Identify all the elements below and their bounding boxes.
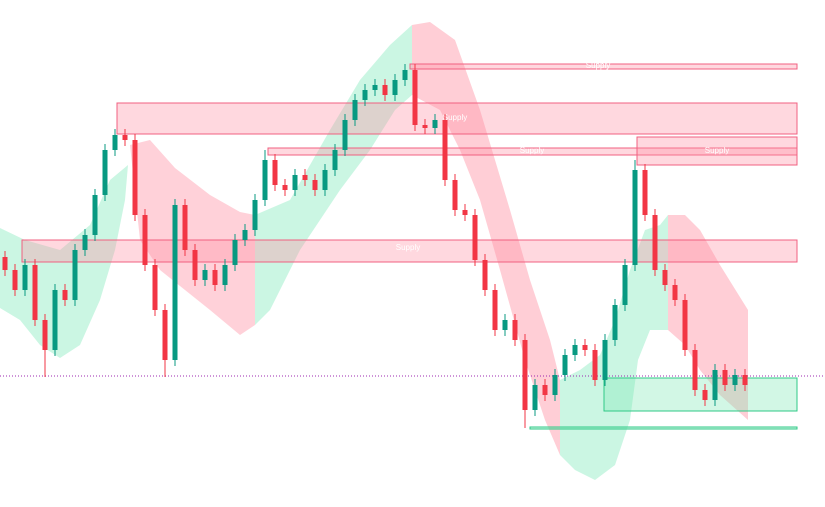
- candle-body: [262, 160, 268, 200]
- candle-body: [722, 370, 728, 385]
- candle-body: [382, 85, 388, 95]
- candle-body: [462, 210, 468, 215]
- candle-body: [602, 340, 608, 380]
- candle-body: [442, 120, 448, 180]
- candle-body: [352, 100, 358, 120]
- candle-body: [42, 320, 48, 350]
- candle-body: [642, 170, 648, 215]
- candle-body: [102, 150, 108, 195]
- candle-body: [652, 215, 658, 270]
- candle-body: [692, 350, 698, 390]
- candle-body: [192, 250, 198, 280]
- candle-body: [472, 215, 478, 260]
- candle-body: [212, 270, 218, 285]
- candle-body: [122, 135, 128, 140]
- candle-body: [202, 270, 208, 280]
- bear-band: [668, 215, 748, 420]
- candle-body: [282, 185, 288, 190]
- candle-body: [542, 385, 548, 395]
- candle-body: [522, 340, 528, 410]
- candle-body: [232, 240, 238, 265]
- candle-body: [302, 175, 308, 180]
- candle-body: [412, 70, 418, 125]
- candle-body: [702, 390, 708, 400]
- candle-body: [222, 265, 228, 285]
- candle-body: [392, 80, 398, 95]
- candle-body: [512, 320, 518, 340]
- candle-body: [612, 305, 618, 340]
- candle-body: [292, 175, 298, 190]
- candle-body: [362, 90, 368, 100]
- candle-body: [252, 200, 258, 230]
- supply-zone: [409, 63, 798, 70]
- zone-label: Supply: [705, 146, 729, 155]
- candle-body: [532, 385, 538, 410]
- candle-body: [132, 140, 138, 215]
- candle-body: [422, 125, 428, 128]
- zone-label: Supply: [520, 146, 544, 155]
- demand-zone: [603, 377, 798, 412]
- candle-body: [312, 180, 318, 190]
- candle-body: [452, 180, 458, 210]
- candles: [2, 64, 748, 428]
- candle-body: [322, 170, 328, 190]
- candle-body: [502, 320, 508, 330]
- candle-body: [62, 290, 68, 300]
- candle-body: [662, 270, 668, 285]
- candle-body: [82, 235, 88, 250]
- supply-zone: [636, 136, 798, 166]
- candle-body: [142, 215, 148, 265]
- bear-band: [130, 140, 255, 335]
- candle-body: [152, 265, 158, 310]
- zones: Supply Supply Supply Supply Supply: [0, 61, 825, 430]
- candle-body: [732, 375, 738, 385]
- candle-body: [172, 205, 178, 360]
- candle-body: [562, 355, 568, 375]
- candle-body: [2, 257, 8, 270]
- demand-zone: [529, 426, 798, 430]
- candle-body: [332, 150, 338, 170]
- candle-body: [72, 250, 78, 300]
- zone-label: Supply: [396, 243, 420, 252]
- candle-body: [402, 70, 408, 80]
- candle-body: [682, 300, 688, 350]
- candle-body: [572, 345, 578, 355]
- candle-body: [272, 160, 278, 185]
- bear-band: [412, 22, 560, 455]
- candle-body: [582, 345, 588, 350]
- candle-body: [92, 195, 98, 235]
- bull-band: [560, 215, 668, 480]
- candle-body: [342, 120, 348, 150]
- zone-label: Supply: [443, 113, 467, 122]
- candle-body: [712, 370, 718, 400]
- supply-zone: [21, 239, 798, 263]
- candle-body: [162, 310, 168, 360]
- candle-body: [112, 135, 118, 150]
- candle-body: [592, 350, 598, 380]
- candle-body: [182, 205, 188, 250]
- candle-body: [12, 270, 18, 290]
- candle-body: [492, 290, 498, 330]
- supply-zone: [116, 102, 798, 135]
- candle-body: [432, 120, 438, 128]
- candle-body: [32, 265, 38, 320]
- candle-body: [632, 170, 638, 265]
- candle-body: [742, 375, 748, 385]
- candle-body: [22, 265, 28, 290]
- candle-body: [552, 375, 558, 395]
- candle-body: [482, 260, 488, 290]
- candle-body: [52, 290, 58, 350]
- candle-body: [242, 230, 248, 240]
- candle-body: [672, 285, 678, 300]
- zone-label: Supply: [586, 61, 610, 70]
- candle-body: [622, 265, 628, 305]
- bull-band: [255, 25, 412, 325]
- candle-body: [372, 85, 378, 90]
